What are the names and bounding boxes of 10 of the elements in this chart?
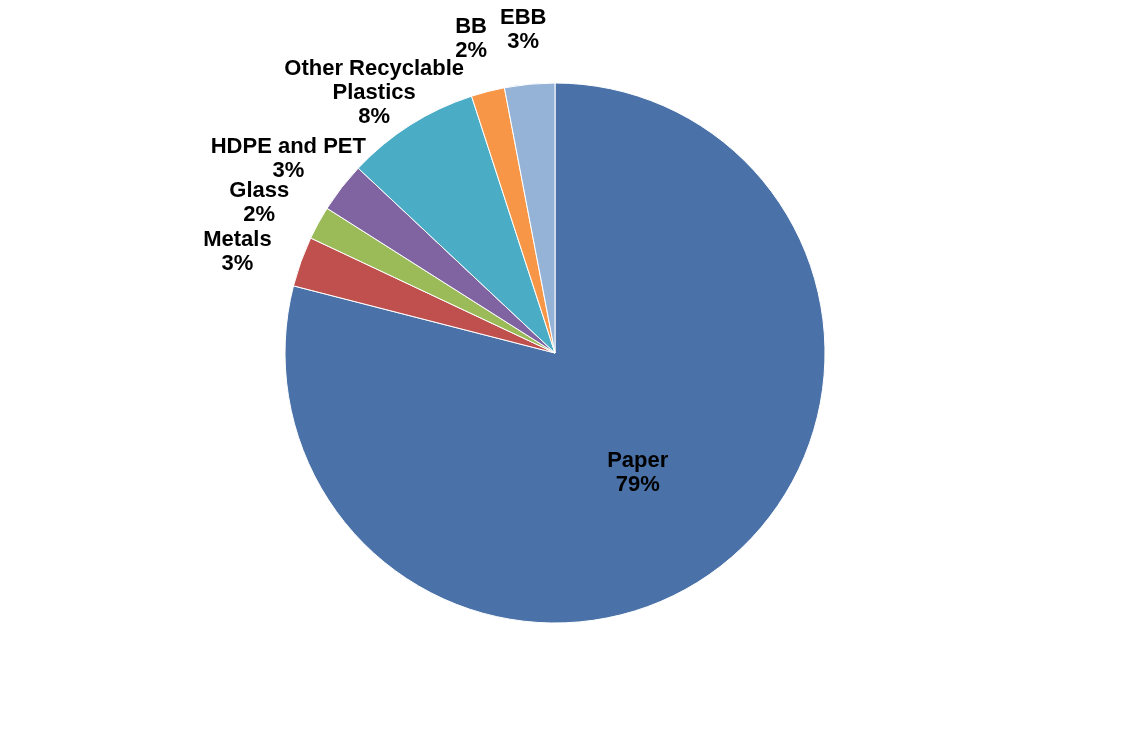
data-label: 3% — [221, 249, 254, 275]
slice-label: EBB — [500, 4, 547, 29]
slice-label: Paper — [607, 446, 669, 472]
slice-label: BB — [455, 13, 487, 39]
data-label: 2% — [243, 201, 276, 227]
slice-label: HDPE and PET — [210, 133, 367, 159]
slice-label: Metals — [203, 225, 272, 251]
data-label: 2% — [455, 37, 487, 63]
data-label: 3% — [507, 28, 540, 53]
data-label: 8% — [358, 103, 391, 129]
